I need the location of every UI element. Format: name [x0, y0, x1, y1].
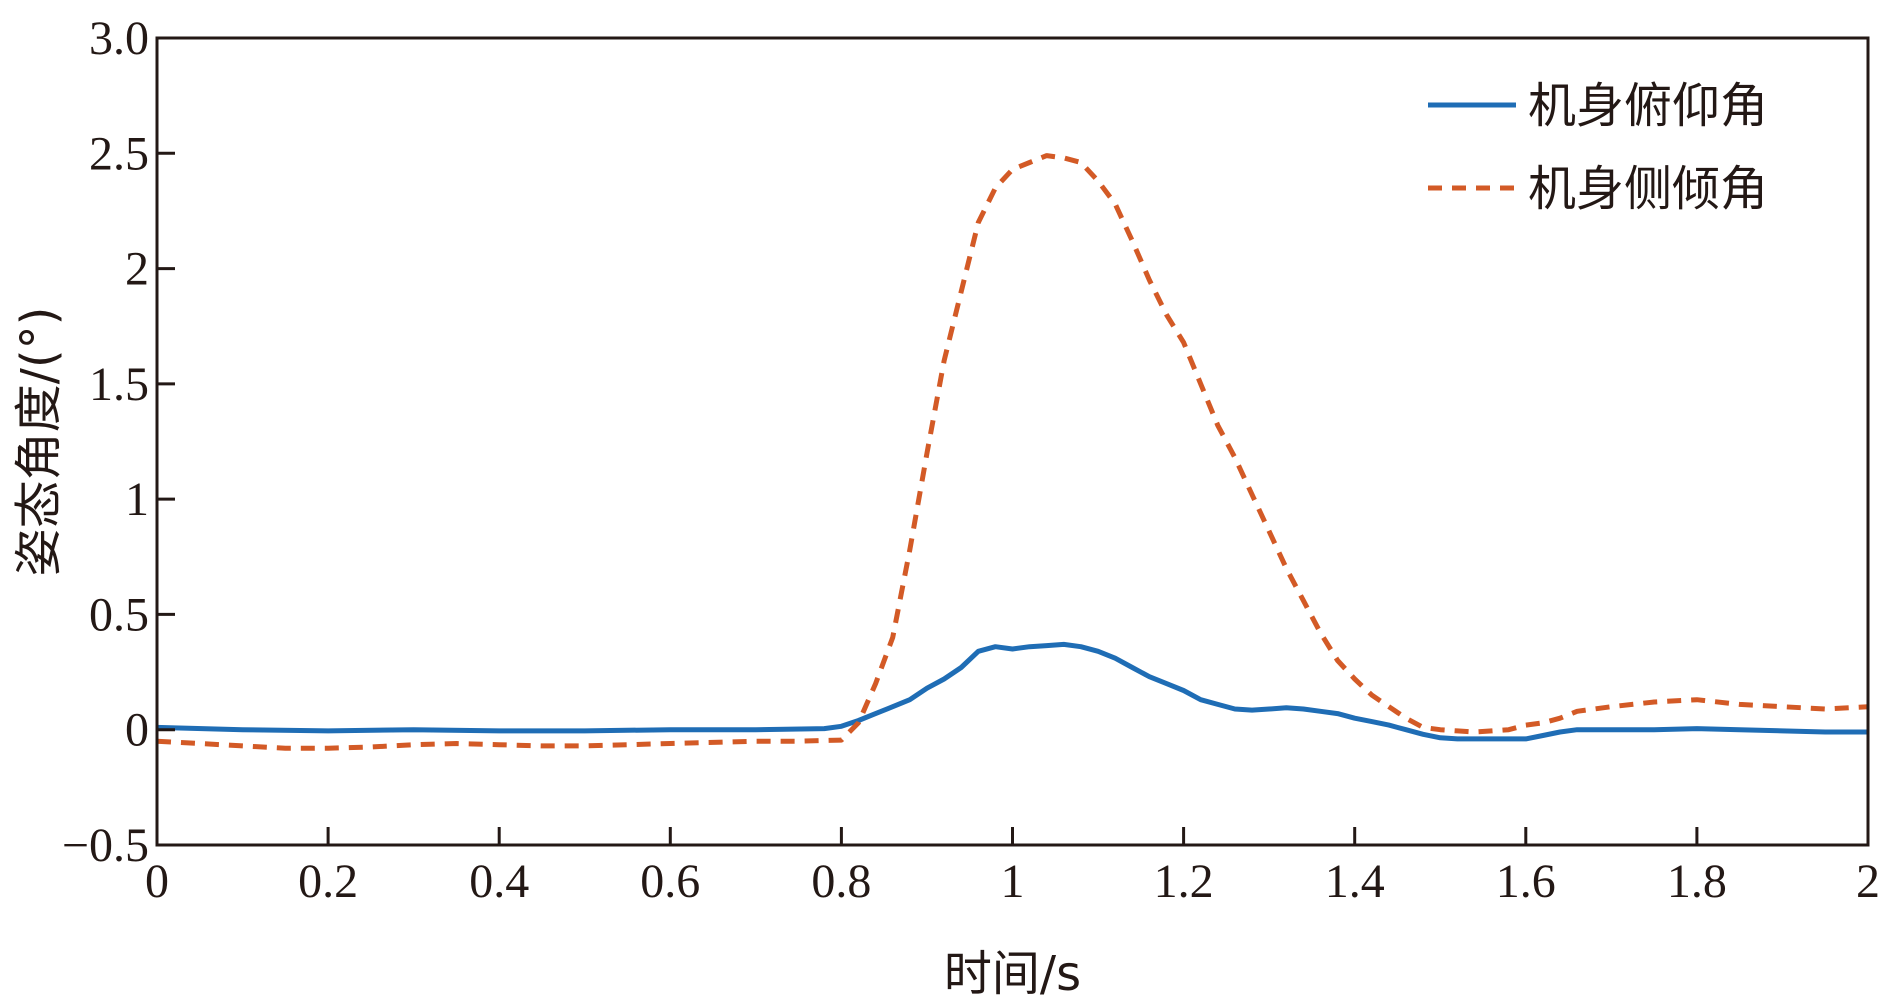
x-tick-label: 1.6: [1496, 855, 1556, 908]
x-tick-label: 1.8: [1667, 855, 1727, 908]
x-tick-label: 2: [1856, 855, 1880, 908]
y-tick-label: 0.5: [89, 588, 149, 641]
y-tick-label: 3.0: [89, 12, 149, 65]
y-tick-label: 0: [125, 704, 149, 757]
legend-label-pitch: 机身俯仰角: [1528, 78, 1768, 134]
y-axis-title: 姿态角度/(°): [11, 307, 67, 577]
legend: 机身俯仰角 机身侧倾角: [1428, 78, 1768, 217]
x-axis-title: 时间/s: [944, 946, 1081, 1002]
x-tick-label: 1.2: [1154, 855, 1214, 908]
x-tick-label: 0: [145, 855, 169, 908]
y-tick-label: 1.5: [89, 358, 149, 411]
legend-label-roll: 机身侧倾角: [1528, 161, 1768, 217]
x-tick-label: 0.6: [640, 855, 700, 908]
y-tick-label: 2: [125, 243, 149, 296]
plot-frame: [155, 36, 1870, 847]
y-tick-label: 1: [125, 473, 149, 526]
series-line-0: [156, 641, 1868, 742]
series-line-1: [156, 153, 1869, 751]
x-tick-label: 1: [1001, 855, 1025, 908]
y-tick-label: 2.5: [89, 127, 149, 180]
axis-tick-labels: 0 0.2 0.4 0.6 0.8 1 1.2 1.4 1.6 1.8 2−0.500.511.52…: [62, 12, 1880, 908]
x-tick-label: 0.8: [811, 855, 871, 908]
x-tick-label: 0.2: [298, 855, 358, 908]
x-tick-label: 1.4: [1325, 855, 1385, 908]
x-tick-label: 0.4: [469, 855, 529, 908]
plot-lines: [156, 153, 1869, 751]
axis-ticks: [155, 36, 1870, 847]
y-tick-label: −0.5: [62, 819, 149, 872]
